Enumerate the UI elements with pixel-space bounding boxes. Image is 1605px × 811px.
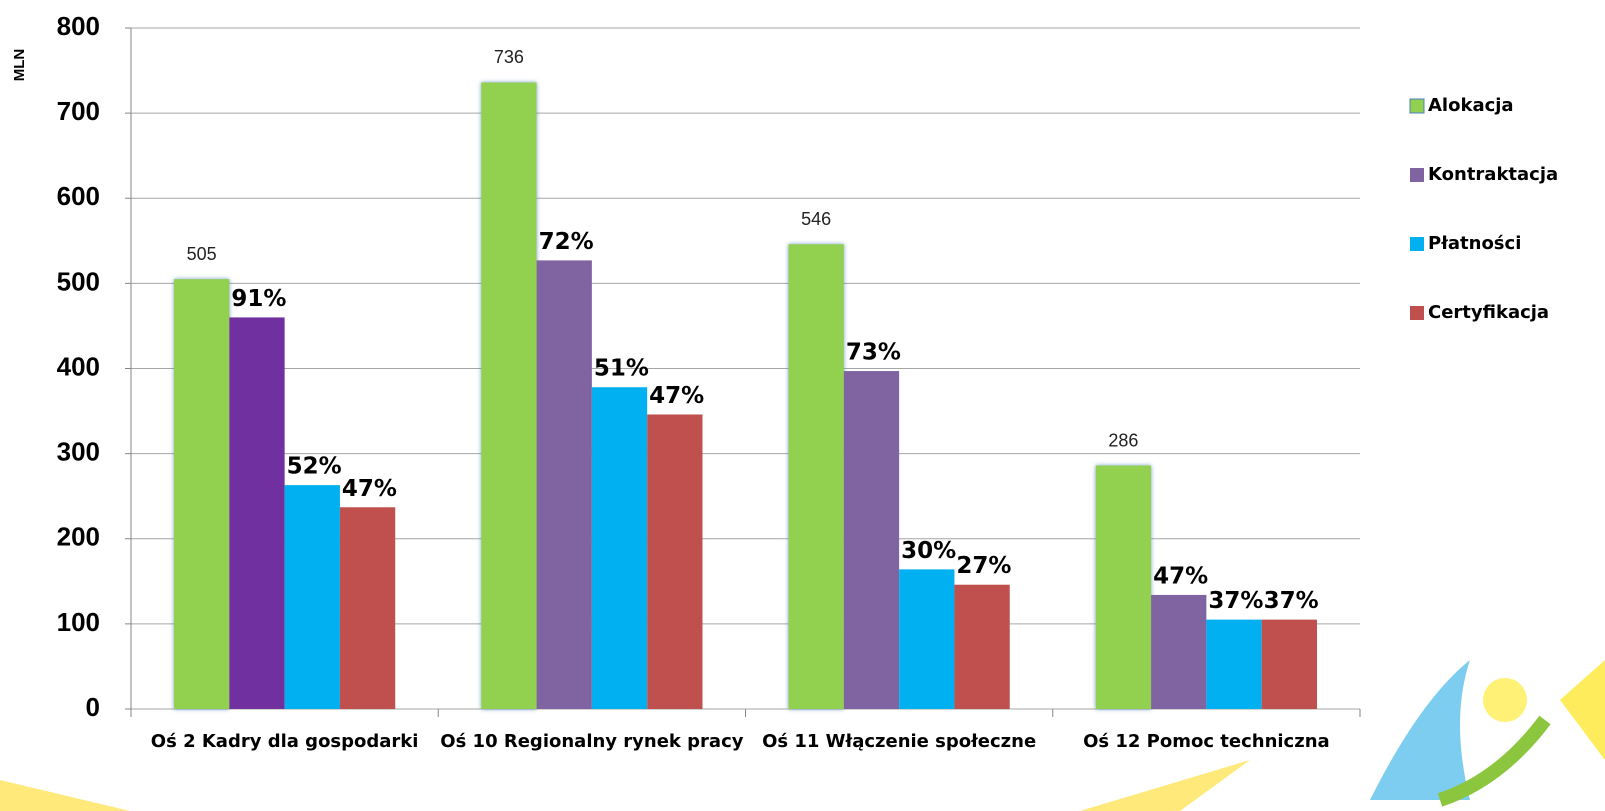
bar: [229, 317, 284, 709]
x-tick-label-box: Oś 10 Regionalny rynek pracy: [428, 729, 755, 789]
value-label: 47%: [649, 383, 704, 409]
bar: [1096, 466, 1151, 709]
value-label: 546: [801, 209, 831, 229]
y-tick-label: 800: [57, 11, 100, 41]
legend-label: Alokacja: [1428, 95, 1514, 116]
value-label: 51%: [594, 356, 649, 382]
value-label: 505: [187, 244, 217, 264]
bar: [340, 507, 395, 709]
y-tick-label: 200: [57, 522, 100, 552]
bar: [285, 485, 340, 709]
bar: [1151, 595, 1206, 709]
legend-label: Kontraktacja: [1428, 164, 1558, 185]
value-label: 37%: [1208, 588, 1263, 614]
bar: [899, 569, 954, 709]
value-label: 27%: [956, 553, 1011, 579]
x-tick-label-box: Oś 12 Pomoc techniczna: [1043, 729, 1370, 789]
bar: [592, 387, 647, 709]
x-tick-label: Oś 10 Regionalny rynek pracy: [428, 729, 755, 755]
x-tick-label: Oś 12 Pomoc techniczna: [1043, 729, 1370, 755]
y-tick-label: 600: [57, 181, 100, 211]
bar: [1262, 620, 1317, 709]
bar: [481, 82, 536, 709]
y-tick-label: 700: [57, 96, 100, 126]
legend-swatch: [1410, 237, 1424, 251]
value-label: 72%: [539, 229, 594, 255]
bar: [954, 585, 1009, 709]
legend-swatch: [1410, 99, 1424, 113]
value-label: 736: [494, 47, 524, 67]
y-tick-label: 0: [86, 692, 100, 722]
bar: [844, 371, 899, 709]
y-tick-label: 400: [57, 351, 100, 381]
y-axis-label: MLN: [11, 49, 28, 82]
value-label: 30%: [901, 538, 956, 564]
y-tick-label: 500: [57, 266, 100, 296]
x-tick-label-box: Oś 2 Kadry dla gospodarki: [121, 729, 448, 789]
legend-swatch: [1410, 168, 1424, 182]
x-tick-label: Oś 2 Kadry dla gospodarki: [121, 729, 448, 755]
chart: MLN 0 100 200 300 400 500 600 700 800 Oś 2 Kadry …: [0, 0, 1605, 811]
y-tick-label: 300: [57, 437, 100, 467]
decoration: [1560, 660, 1605, 760]
bar: [647, 414, 702, 709]
value-label: 73%: [846, 340, 901, 366]
logo: [1370, 660, 1470, 800]
value-label: 37%: [1264, 588, 1319, 614]
x-tick-label: Oś 11 Włączenie społeczne: [736, 729, 1063, 755]
legend-label: Certyfikacja: [1428, 302, 1549, 323]
logo: [1483, 678, 1527, 722]
x-tick-label-box: Oś 11 Włączenie społeczne: [736, 729, 1063, 789]
value-label: 286: [1108, 430, 1138, 450]
value-label: 47%: [342, 476, 397, 502]
bar: [789, 244, 844, 709]
legend-swatch: [1410, 306, 1424, 320]
value-label: 47%: [1153, 563, 1208, 589]
value-label: 52%: [287, 454, 342, 480]
value-label: 91%: [231, 286, 286, 312]
decoration: [0, 780, 130, 811]
bar: [174, 279, 229, 709]
bar: [1206, 620, 1261, 709]
y-tick-label: 100: [57, 607, 100, 637]
legend-label: Płatności: [1428, 233, 1521, 254]
bar: [537, 260, 592, 709]
